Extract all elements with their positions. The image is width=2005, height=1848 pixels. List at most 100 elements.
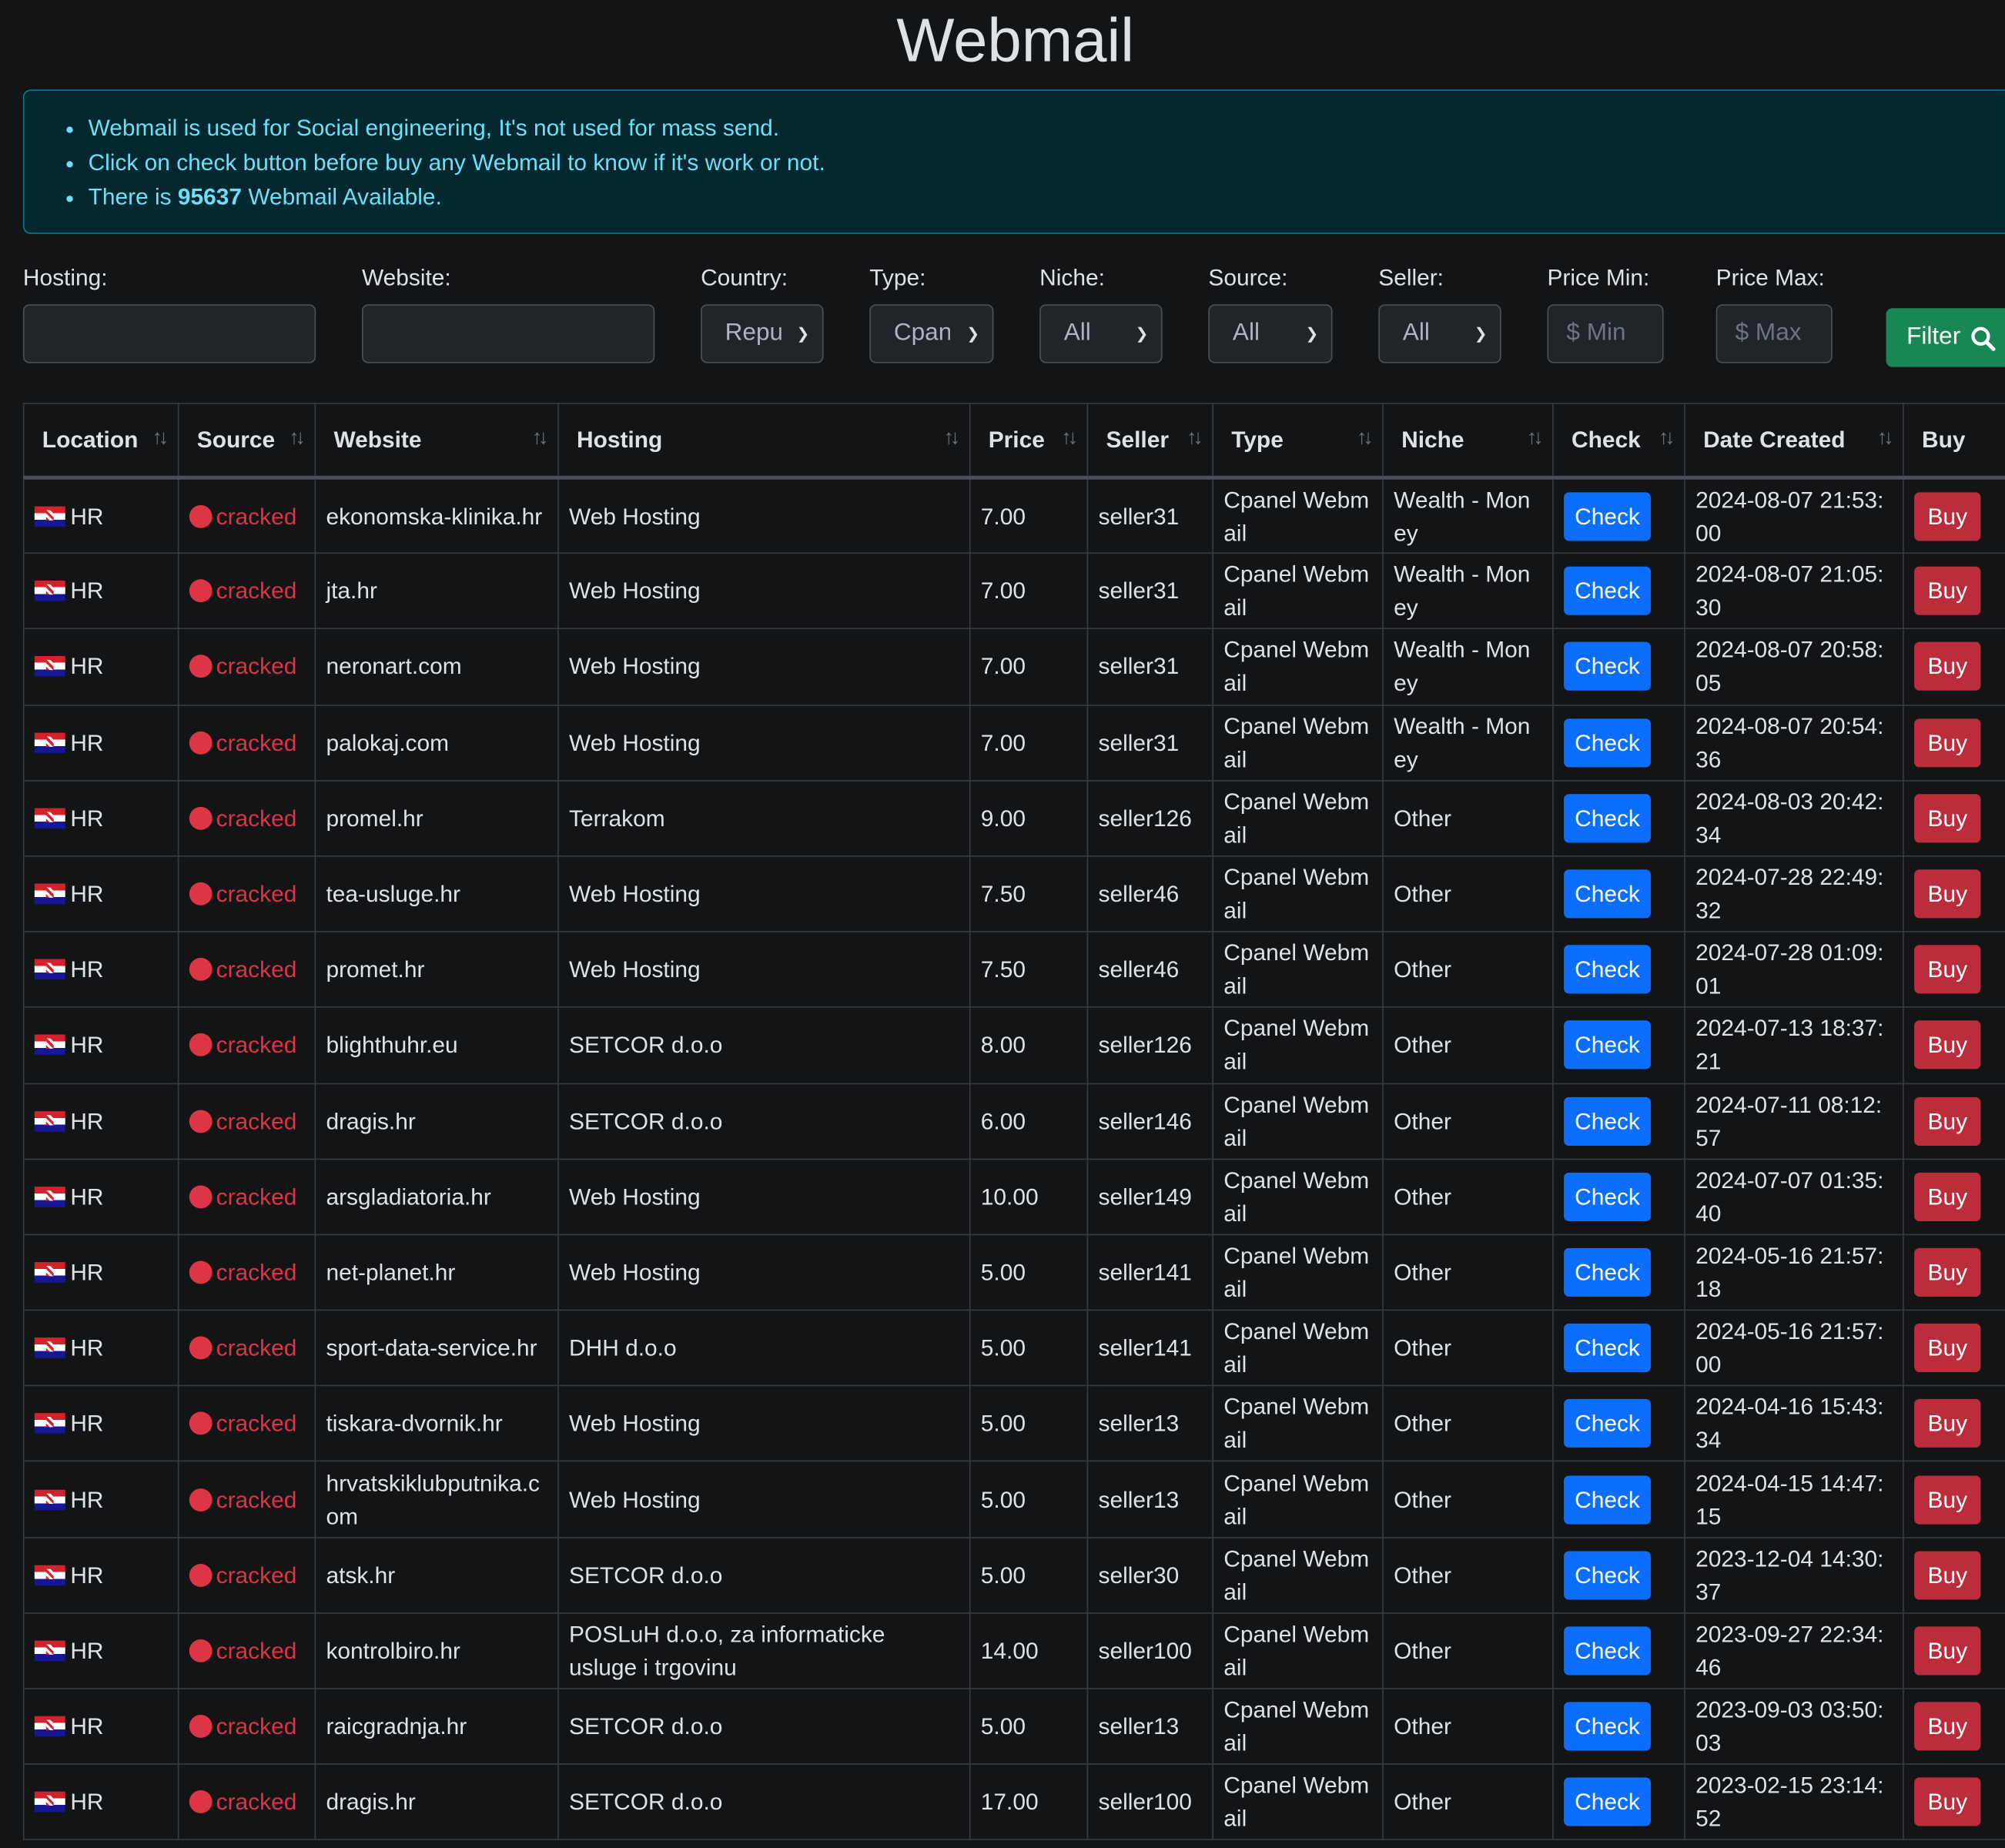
type-select[interactable]: Cpan ❯ (869, 304, 994, 363)
col-buy[interactable]: Buy↑↓ (1903, 403, 2005, 480)
source-label: Source: (1208, 264, 1288, 290)
check-button[interactable]: Check (1564, 794, 1651, 843)
buy-button[interactable]: Buy (1914, 642, 1981, 691)
col-location[interactable]: Location ↑↓ (22, 403, 179, 480)
buy-button[interactable]: Buy (1914, 1247, 1981, 1297)
location-cell: HR (22, 628, 179, 705)
buy-button[interactable]: Buy (1914, 1550, 1981, 1600)
buy-button[interactable]: Buy (1914, 1777, 1981, 1826)
col-website[interactable]: Website ↑↓ (314, 403, 559, 480)
col-price[interactable]: Price ↑↓ (969, 403, 1089, 480)
check-button[interactable]: Check (1564, 1172, 1651, 1221)
price-cell: 10.00 (969, 1158, 1089, 1236)
source-cell: cracked (177, 1763, 316, 1841)
buy-cell: Buy (1903, 1763, 2005, 1841)
check-button[interactable]: Check (1564, 945, 1651, 994)
source-cell: cracked (177, 855, 316, 932)
col-check[interactable]: Check ↑↓ (1552, 403, 1685, 480)
seller-cell: seller46 (1086, 855, 1214, 932)
croatia-flag-icon (34, 1337, 65, 1358)
buy-button[interactable]: Buy (1914, 718, 1981, 767)
check-button[interactable]: Check (1564, 1550, 1651, 1600)
date-cell: 2024-08-03 20:42:34 (1684, 779, 1904, 857)
croatia-flag-icon (34, 1640, 65, 1662)
buy-button[interactable]: Buy (1914, 945, 1981, 994)
buy-button[interactable]: Buy (1914, 794, 1981, 843)
source-cell: cracked (177, 1612, 316, 1689)
niche-cell: Other (1382, 931, 1554, 1009)
buy-button[interactable]: Buy (1914, 869, 1981, 919)
seller-cell: seller146 (1086, 1082, 1214, 1160)
check-cell: Check (1552, 1461, 1685, 1538)
check-cell: Check (1552, 931, 1685, 1009)
buy-button[interactable]: Buy (1914, 1399, 1981, 1448)
buy-button[interactable]: Buy (1914, 491, 1981, 541)
table-row: HR cracked tea-usluge.hr Web Hosting 7.50 sel… (22, 855, 2005, 932)
buy-button[interactable]: Buy (1914, 1020, 1981, 1070)
niche-select[interactable]: All ❯ (1039, 304, 1163, 363)
website-input[interactable] (361, 304, 655, 363)
source-select[interactable]: All ❯ (1208, 304, 1333, 363)
buy-cell: Buy (1903, 1688, 2005, 1766)
price-min-input[interactable]: $ Min (1547, 304, 1664, 363)
price-cell: 7.00 (969, 552, 1089, 630)
buy-button[interactable]: Buy (1914, 567, 1981, 616)
niche-cell: Other (1382, 1006, 1554, 1084)
check-button[interactable]: Check (1564, 567, 1651, 616)
check-button[interactable]: Check (1564, 642, 1651, 691)
buy-button[interactable]: Buy (1914, 1324, 1981, 1373)
buy-button[interactable]: Buy (1914, 1172, 1981, 1221)
price-max-input[interactable]: $ Max (1715, 304, 1833, 363)
buy-button[interactable]: Buy (1914, 1096, 1981, 1146)
type-cell: Cpanel Webmail (1212, 1536, 1384, 1614)
buy-cell: Buy (1903, 552, 2005, 630)
check-button[interactable]: Check (1564, 869, 1651, 919)
price-cell: 5.00 (969, 1688, 1089, 1766)
buy-cell: Buy (1903, 1309, 2005, 1387)
check-button[interactable]: Check (1564, 1475, 1651, 1524)
table-row: HR cracked atsk.hr SETCOR d.o.o 5.00 seller30… (22, 1536, 2005, 1614)
col-date-created[interactable]: Date Created ↑↓ (1684, 403, 1904, 480)
filter-button[interactable]: Filter (1886, 308, 2005, 367)
croatia-flag-icon (34, 1110, 65, 1132)
buy-button[interactable]: Buy (1914, 1626, 1981, 1676)
niche-cell: Wealth - Money (1382, 628, 1554, 705)
check-button[interactable]: Check (1564, 1020, 1651, 1070)
check-button[interactable]: Check (1564, 1702, 1651, 1751)
hosting-cell: Web Hosting (557, 1158, 971, 1236)
status-dot-icon (189, 504, 213, 528)
col-niche[interactable]: Niche ↑↓ (1382, 403, 1554, 480)
check-button[interactable]: Check (1564, 491, 1651, 541)
croatia-flag-icon (34, 1262, 65, 1283)
hosting-cell: Web Hosting (557, 552, 971, 630)
status-dot-icon (189, 958, 213, 982)
col-type[interactable]: Type ↑↓ (1212, 403, 1384, 480)
check-button[interactable]: Check (1564, 1626, 1651, 1676)
check-button[interactable]: Check (1564, 1324, 1651, 1373)
check-button[interactable]: Check (1564, 1096, 1651, 1146)
col-seller[interactable]: Seller ↑↓ (1086, 403, 1214, 480)
col-source[interactable]: Source ↑↓ (177, 403, 316, 480)
table-row: HR cracked tiskara-dvornik.hr Web Hosting 5.… (22, 1384, 2005, 1462)
status-dot-icon (189, 1563, 213, 1587)
location-cell: HR (22, 477, 179, 554)
website-cell: net-planet.hr (314, 1234, 559, 1311)
check-button[interactable]: Check (1564, 1399, 1651, 1448)
hosting-input[interactable] (22, 304, 316, 363)
chevron-down-icon: ❯ (1474, 324, 1488, 343)
buy-button[interactable]: Buy (1914, 1702, 1981, 1751)
seller-select[interactable]: All ❯ (1378, 304, 1501, 363)
price-cell: 5.00 (969, 1234, 1089, 1311)
source-cell: cracked (177, 552, 316, 630)
website-cell: hrvatskiklubputnika.com (314, 1461, 559, 1538)
buy-button[interactable]: Buy (1914, 1475, 1981, 1524)
check-button[interactable]: Check (1564, 1777, 1651, 1826)
croatia-flag-icon (34, 1792, 65, 1813)
country-select[interactable]: Repu ❯ (701, 304, 824, 363)
source-cell: cracked (177, 1688, 316, 1766)
col-hosting[interactable]: Hosting ↑↓ (557, 403, 971, 480)
hosting-cell: DHH d.o.o (557, 1309, 971, 1387)
check-button[interactable]: Check (1564, 1247, 1651, 1297)
check-button[interactable]: Check (1564, 718, 1651, 767)
hosting-cell: SETCOR d.o.o (557, 1006, 971, 1084)
